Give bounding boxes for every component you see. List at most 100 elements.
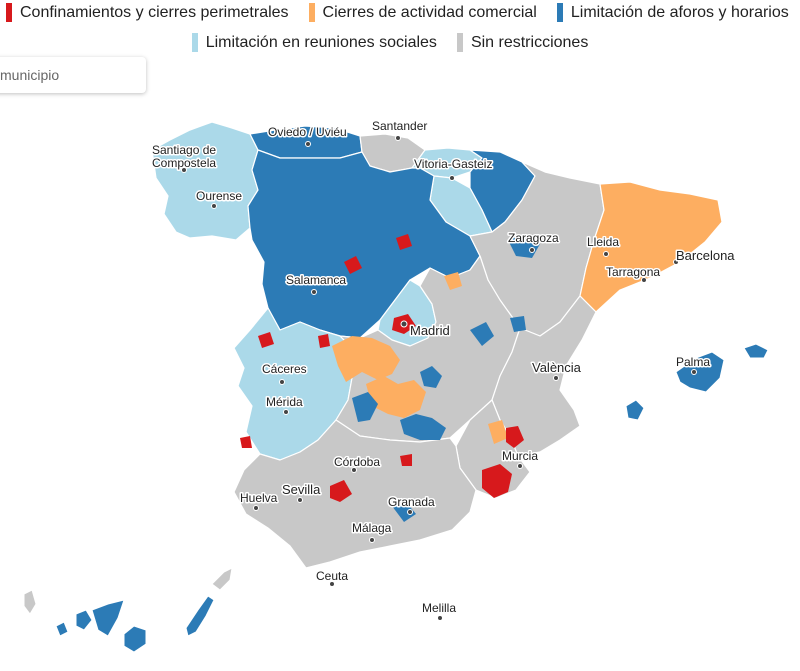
patch-capacity-cuenca-2[interactable] (470, 322, 494, 346)
island-gran-canaria[interactable] (123, 625, 147, 653)
city-label-santiago-2: Compostela (152, 156, 216, 170)
city-label-ourense: Ourense (196, 189, 242, 203)
city-label-salamanca: Salamanca (286, 273, 346, 287)
city-label-ceuta: Ceuta (316, 569, 348, 583)
municipality-search[interactable] (0, 57, 146, 93)
city-dot-cordoba (351, 467, 357, 473)
city-label-merida: Mérida (266, 395, 303, 409)
legend-item-none: Sin restricciones (456, 33, 589, 52)
city-dot-santiago (181, 167, 187, 173)
city-label-santander: Santander (372, 119, 427, 133)
city-dot-caceres (279, 379, 285, 385)
legend-label-confinement: Confinamientos y cierres perimetrales (20, 3, 289, 21)
city-label-sevilla: Sevilla (282, 482, 321, 497)
legend-label-social: Limitación en reuniones sociales (205, 33, 437, 51)
island-lanzarote[interactable] (211, 567, 233, 591)
city-dot-tarragona (641, 277, 647, 283)
region-catalonia[interactable] (579, 181, 723, 313)
city-label-granada: Granada (388, 495, 435, 509)
municipality-search-input[interactable] (0, 57, 140, 93)
patch-capacity-cuenca[interactable] (420, 366, 442, 388)
region-castilla-leon[interactable] (247, 149, 481, 339)
city-label-murcia: Murcia (502, 449, 538, 463)
patch-confinement-alicante[interactable] (506, 426, 524, 448)
island-mallorca[interactable] (675, 351, 725, 393)
patch-confinement-cordoba[interactable] (330, 480, 352, 502)
legend-label-commercial: Cierres de actividad comercial (322, 3, 537, 21)
legend-label-none: Sin restricciones (470, 33, 589, 51)
city-label-melilla: Melilla (422, 601, 456, 615)
patch-commercial-soria[interactable] (444, 272, 462, 290)
legend-swatch-social (191, 33, 198, 52)
patch-confinement-badajoz[interactable] (240, 436, 252, 448)
city-dot-zaragoza (529, 247, 535, 253)
island-tenerife[interactable] (91, 599, 125, 637)
patch-capacity-la-mancha[interactable] (400, 414, 446, 440)
region-andalusia[interactable] (233, 419, 477, 569)
patch-commercial-albacete[interactable] (488, 420, 508, 444)
island-ibiza[interactable] (625, 399, 645, 421)
city-dot-merida (283, 409, 289, 415)
legend-swatch-commercial (308, 3, 315, 22)
city-dot-ourense (211, 203, 217, 209)
legend-item-social: Limitación en reuniones sociales (191, 33, 437, 52)
city-label-caceres: Cáceres (262, 362, 307, 376)
city-dot-sevilla (297, 497, 303, 503)
island-la-palma[interactable] (23, 589, 37, 615)
patch-confinement-murcia[interactable] (482, 464, 512, 498)
patch-confinement-caceres[interactable] (258, 332, 274, 348)
patch-confinement-jaen[interactable] (400, 454, 412, 466)
city-label-lleida: Lleida (587, 235, 619, 249)
city-dot-melilla (437, 615, 443, 621)
city-dot-salamanca (311, 289, 317, 295)
city-label-barcelona: Barcelona (676, 248, 735, 263)
legend-swatch-confinement (6, 3, 12, 22)
city-dot-barcelona (673, 259, 679, 265)
patch-commercial-ciudad-real[interactable] (366, 376, 426, 418)
city-dot-murcia (517, 463, 523, 469)
city-markers (181, 135, 697, 621)
legend-row-2: Limitación en reuniones sociales Sin res… (0, 33, 800, 52)
island-la-gomera[interactable] (75, 609, 93, 631)
island-el-hierro[interactable] (55, 621, 69, 637)
patch-confinement-leon[interactable] (344, 256, 362, 274)
legend-item-commercial: Cierres de actividad comercial (308, 3, 537, 22)
city-label-zaragoza: Zaragoza (508, 231, 559, 245)
city-label-tarragona: Tarragona (606, 265, 660, 279)
city-dot-malaga (369, 537, 375, 543)
city-dot-palma (691, 369, 697, 375)
city-dot-santander (395, 135, 401, 141)
legend-label-capacity: Limitación de aforos y horarios (570, 3, 789, 21)
city-dot-madrid (400, 320, 408, 328)
city-dot-lleida (603, 251, 609, 257)
legend-item-capacity: Limitación de aforos y horarios (556, 3, 789, 22)
city-label-cordoba: Córdoba (334, 455, 380, 469)
legend-item-confinement: Confinamientos y cierres perimetrales (6, 3, 289, 22)
patch-capacity-teruel[interactable] (510, 316, 526, 332)
city-dot-valencia (553, 375, 559, 381)
patch-capacity-granada[interactable] (392, 502, 416, 522)
city-label-palma: Palma (676, 355, 710, 369)
legend-swatch-capacity (556, 3, 563, 22)
patch-confinement-toledo[interactable] (318, 334, 330, 348)
island-fuerteventura[interactable] (185, 595, 215, 637)
city-label-valencia: València (532, 360, 582, 375)
city-dot-ceuta (329, 581, 335, 587)
city-label-huelva: Huelva (240, 491, 278, 505)
city-label-madrid: Madrid (410, 323, 450, 338)
city-dot-oviedo (305, 141, 311, 147)
patch-commercial-toledo[interactable] (332, 336, 400, 382)
balearic-islands (625, 343, 769, 421)
city-label-vitoria: Vitoria-Gasteiz (414, 157, 492, 171)
city-label-oviedo: Oviedo / Uviéu (268, 125, 347, 139)
legend-row-1: Confinamientos y cierres perimetrales Ci… (6, 3, 800, 22)
city-dot-granada (407, 509, 413, 515)
island-menorca[interactable] (743, 343, 769, 359)
region-galicia[interactable] (151, 121, 259, 241)
city-label-santiago-1: Santiago de (152, 143, 216, 157)
legend-swatch-none (456, 33, 463, 52)
patch-confinement-burgos[interactable] (396, 234, 412, 250)
patch-capacity-ciudad-real[interactable] (352, 392, 378, 422)
city-dot-huelva (253, 505, 259, 511)
